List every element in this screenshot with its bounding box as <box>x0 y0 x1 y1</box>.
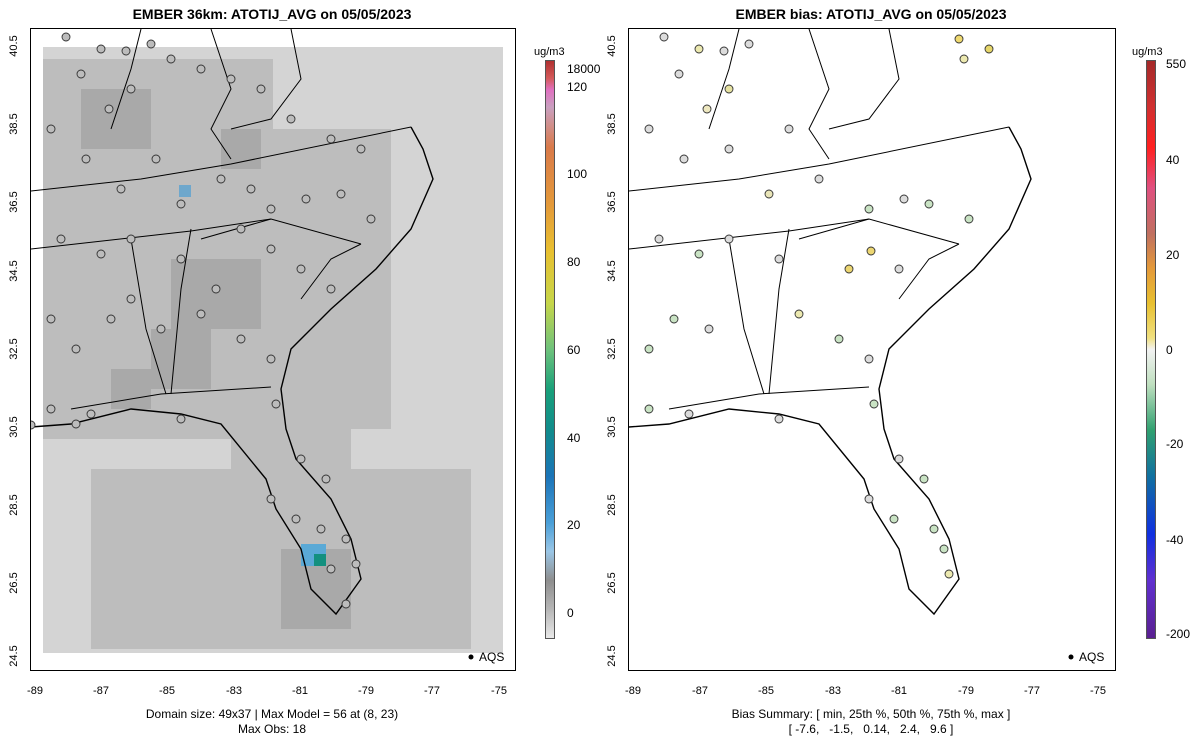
model-cell-max <box>314 554 326 566</box>
right-cb-label: -40 <box>1166 533 1184 547</box>
right-map-svg: AQS <box>629 29 1104 664</box>
y-tick-label: 30.5 <box>8 416 20 438</box>
x-tick-label: -81 <box>891 685 907 697</box>
right-map-panel: AQS <box>628 28 1116 671</box>
left-colorbar-unit: ug/m3 <box>534 46 565 58</box>
y-tick-label: 36.5 <box>606 191 618 213</box>
y-tick-label: 40.5 <box>8 35 20 57</box>
model-grid-darker-cells <box>81 89 351 629</box>
state-outlines <box>31 29 412 410</box>
state-outlines-right <box>629 29 1010 410</box>
left-legend-label: AQS <box>479 650 504 664</box>
x-tick-label: -87 <box>93 685 109 697</box>
left-cb-label: 20 <box>567 518 581 532</box>
left-legend-dot <box>468 654 474 660</box>
x-tick-label: -85 <box>159 685 175 697</box>
left-cb-label: 120 <box>567 80 588 94</box>
left-map-panel: AQS <box>30 28 516 671</box>
y-tick-label: 38.5 <box>8 113 20 135</box>
x-tick-label: -83 <box>825 685 841 697</box>
left-cb-label: 40 <box>567 431 581 445</box>
x-tick-label: -89 <box>27 685 43 697</box>
y-tick-label: 40.5 <box>606 35 618 57</box>
y-tick-label: 38.5 <box>606 113 618 135</box>
right-cb-label: 0 <box>1166 343 1173 357</box>
y-tick-label: 34.5 <box>606 260 618 282</box>
left-cb-label: 60 <box>567 343 581 357</box>
coastline-right <box>629 126 1032 616</box>
model-cell-blue <box>179 185 191 197</box>
left-cb-label: 18000 <box>567 62 601 76</box>
y-tick-label: 36.5 <box>8 191 20 213</box>
coastline <box>31 126 434 616</box>
x-tick-label: -81 <box>292 685 308 697</box>
x-tick-label: -75 <box>1090 685 1106 697</box>
right-cb-label: 40 <box>1166 153 1180 167</box>
right-footer-line1: Bias Summary: [ min, 25th %, 50th %, 75t… <box>731 707 1011 721</box>
x-tick-label: -79 <box>358 685 374 697</box>
x-tick-label: -77 <box>424 685 440 697</box>
right-colorbar <box>1146 60 1156 639</box>
x-tick-label: -85 <box>758 685 774 697</box>
right-colorbar-unit: ug/m3 <box>1132 46 1163 58</box>
left-cb-label: 0 <box>567 606 574 620</box>
right-cb-label: 20 <box>1166 248 1180 262</box>
y-tick-label: 32.5 <box>8 338 20 360</box>
x-tick-label: -89 <box>625 685 641 697</box>
right-cb-label: -20 <box>1166 437 1184 451</box>
x-tick-label: -83 <box>226 685 242 697</box>
left-footer-line1: Domain size: 49x37 | Max Model = 56 at (… <box>145 707 399 721</box>
y-tick-label: 28.5 <box>8 494 20 516</box>
y-tick-label: 28.5 <box>606 494 618 516</box>
left-map-svg: AQS <box>31 29 504 664</box>
right-legend-dot <box>1068 654 1074 660</box>
left-map-title: EMBER 36km: ATOTIJ_AVG on 05/05/2023 <box>132 6 412 22</box>
left-colorbar <box>545 60 555 639</box>
bias-site-markers <box>644 32 994 579</box>
right-map-title: EMBER bias: ATOTIJ_AVG on 05/05/2023 <box>735 6 1007 22</box>
y-tick-label: 32.5 <box>606 338 618 360</box>
x-tick-label: -77 <box>1024 685 1040 697</box>
y-tick-label: 26.5 <box>606 572 618 594</box>
y-tick-label: 30.5 <box>606 416 618 438</box>
right-footer-line2: [ -7.6, -1.5, 0.14, 2.4, 9.6 ] <box>788 722 954 736</box>
right-cb-label: -200 <box>1166 627 1191 641</box>
left-cb-label: 80 <box>567 255 581 269</box>
x-tick-label: -87 <box>692 685 708 697</box>
left-footer-line2: Max Obs: 18 <box>237 722 307 736</box>
x-tick-label: -79 <box>958 685 974 697</box>
x-tick-label: -75 <box>491 685 507 697</box>
y-tick-label: 24.5 <box>8 645 20 667</box>
y-tick-label: 26.5 <box>8 572 20 594</box>
y-tick-label: 34.5 <box>8 260 20 282</box>
y-tick-label: 24.5 <box>606 645 618 667</box>
left-cb-label: 100 <box>567 167 588 181</box>
right-legend-label: AQS <box>1079 650 1104 664</box>
aqs-site-markers <box>31 32 376 609</box>
right-cb-label: 550 <box>1166 57 1187 71</box>
